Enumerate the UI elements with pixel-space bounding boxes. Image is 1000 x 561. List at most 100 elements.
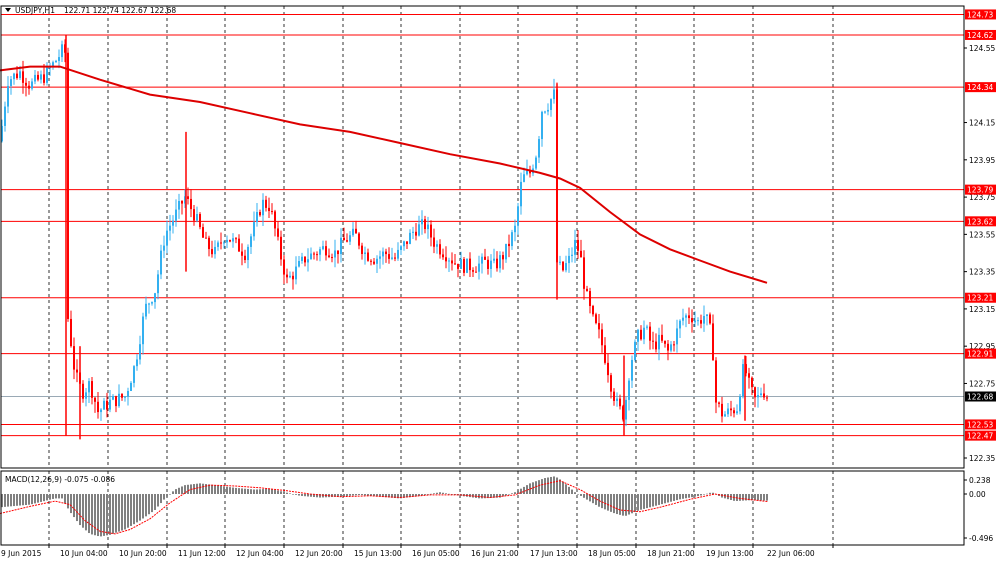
candle (406, 241, 408, 249)
candle (493, 248, 495, 264)
macd-bar (745, 494, 747, 501)
macd-bar (538, 480, 540, 494)
candle (616, 392, 618, 407)
time-tick-label: 10 Jun 20:00 (119, 549, 167, 558)
candle (241, 243, 243, 266)
level-badge (965, 184, 996, 195)
candle (157, 270, 159, 300)
macd-bar (235, 487, 237, 494)
candle (736, 404, 738, 415)
macd-bar (55, 494, 57, 499)
dropdown-triangle-icon[interactable] (5, 8, 11, 12)
candle (601, 323, 603, 353)
macd-bar (136, 494, 138, 523)
candle (433, 228, 435, 254)
macd-bar (70, 494, 72, 514)
macd-bar (664, 494, 666, 504)
macd-bar (259, 489, 261, 494)
candle (490, 254, 492, 278)
level-labels: 124.73 124.62 124.34 123.79 123.62 123.21 122.… (965, 9, 996, 441)
macd-bar (64, 494, 66, 504)
candle (208, 235, 210, 257)
macd-bar (616, 494, 618, 515)
candle (634, 339, 636, 362)
candle (106, 392, 108, 418)
macd-bar (4, 494, 6, 507)
macd-bar (451, 494, 453, 495)
macd-bar (643, 494, 645, 509)
candle (439, 239, 441, 259)
macd-bar (220, 485, 222, 494)
macd-bar (445, 493, 447, 494)
macd-bar (262, 489, 264, 494)
macd-bar (703, 494, 705, 495)
candle (40, 70, 42, 84)
candle (292, 271, 294, 290)
candle (577, 230, 579, 259)
candle (652, 331, 654, 350)
macd-bar (511, 493, 513, 494)
candle (637, 328, 639, 352)
candle (289, 271, 291, 279)
candle (124, 395, 126, 402)
candle (364, 246, 366, 265)
candle (37, 71, 39, 82)
macd-bar (514, 492, 516, 494)
current-price-badge (965, 391, 996, 402)
candle (256, 203, 258, 227)
macd-bar (187, 484, 189, 494)
candle (160, 244, 162, 280)
candle (415, 223, 417, 241)
candle (424, 215, 426, 234)
time-tick-label: 12 Jun 20:00 (295, 549, 343, 558)
macd-bar (532, 482, 534, 494)
macd-bar (346, 494, 348, 497)
macd-bar (163, 494, 165, 500)
macd-bar (436, 492, 438, 494)
candle (529, 165, 531, 178)
macd-bar (184, 485, 186, 494)
candle (337, 250, 339, 264)
candle (25, 77, 27, 97)
candle (310, 247, 312, 260)
candle (469, 252, 471, 277)
candle (52, 60, 54, 70)
time-tick-label: 12 Jun 04:00 (236, 549, 284, 558)
candle (49, 62, 51, 76)
macd-bar (583, 494, 585, 498)
candle (442, 248, 444, 260)
candle (82, 380, 84, 403)
macd-bar (256, 489, 258, 494)
level-label: 122.53 (967, 420, 993, 429)
level-label: 124.73 (967, 10, 993, 19)
macd-bar (292, 494, 294, 495)
macd-bar (289, 493, 291, 495)
price-tick-label: 123.75 (969, 193, 995, 202)
chart-header: USDJPY,H1 122.71 122.74 122.67 122.68 (5, 6, 176, 15)
candle (502, 251, 504, 270)
candle (751, 376, 753, 396)
macd-bar (166, 494, 168, 497)
macd-bar (601, 494, 603, 509)
macd-bar (496, 494, 498, 498)
macd-bar (742, 494, 744, 501)
macd-bar (277, 490, 279, 494)
macd-bar (79, 494, 81, 526)
macd-bar (172, 491, 174, 494)
candle (571, 247, 573, 263)
time-axis-ticks: 9 Jun 2015 10 Jun 04:00 10 Jun 20:00 11 Jun… (1, 545, 834, 558)
candle (595, 312, 597, 325)
candle (745, 355, 747, 377)
time-tick-label: 16 Jun 21:00 (471, 549, 519, 558)
candle (64, 39, 66, 63)
macd-bar (295, 494, 297, 495)
candle (517, 202, 519, 235)
macd-bar (433, 493, 435, 494)
macd-bar (373, 494, 375, 497)
candle (142, 312, 144, 355)
macd-bar (103, 494, 105, 536)
macd-bar (577, 494, 579, 495)
macd-bar (754, 494, 756, 501)
